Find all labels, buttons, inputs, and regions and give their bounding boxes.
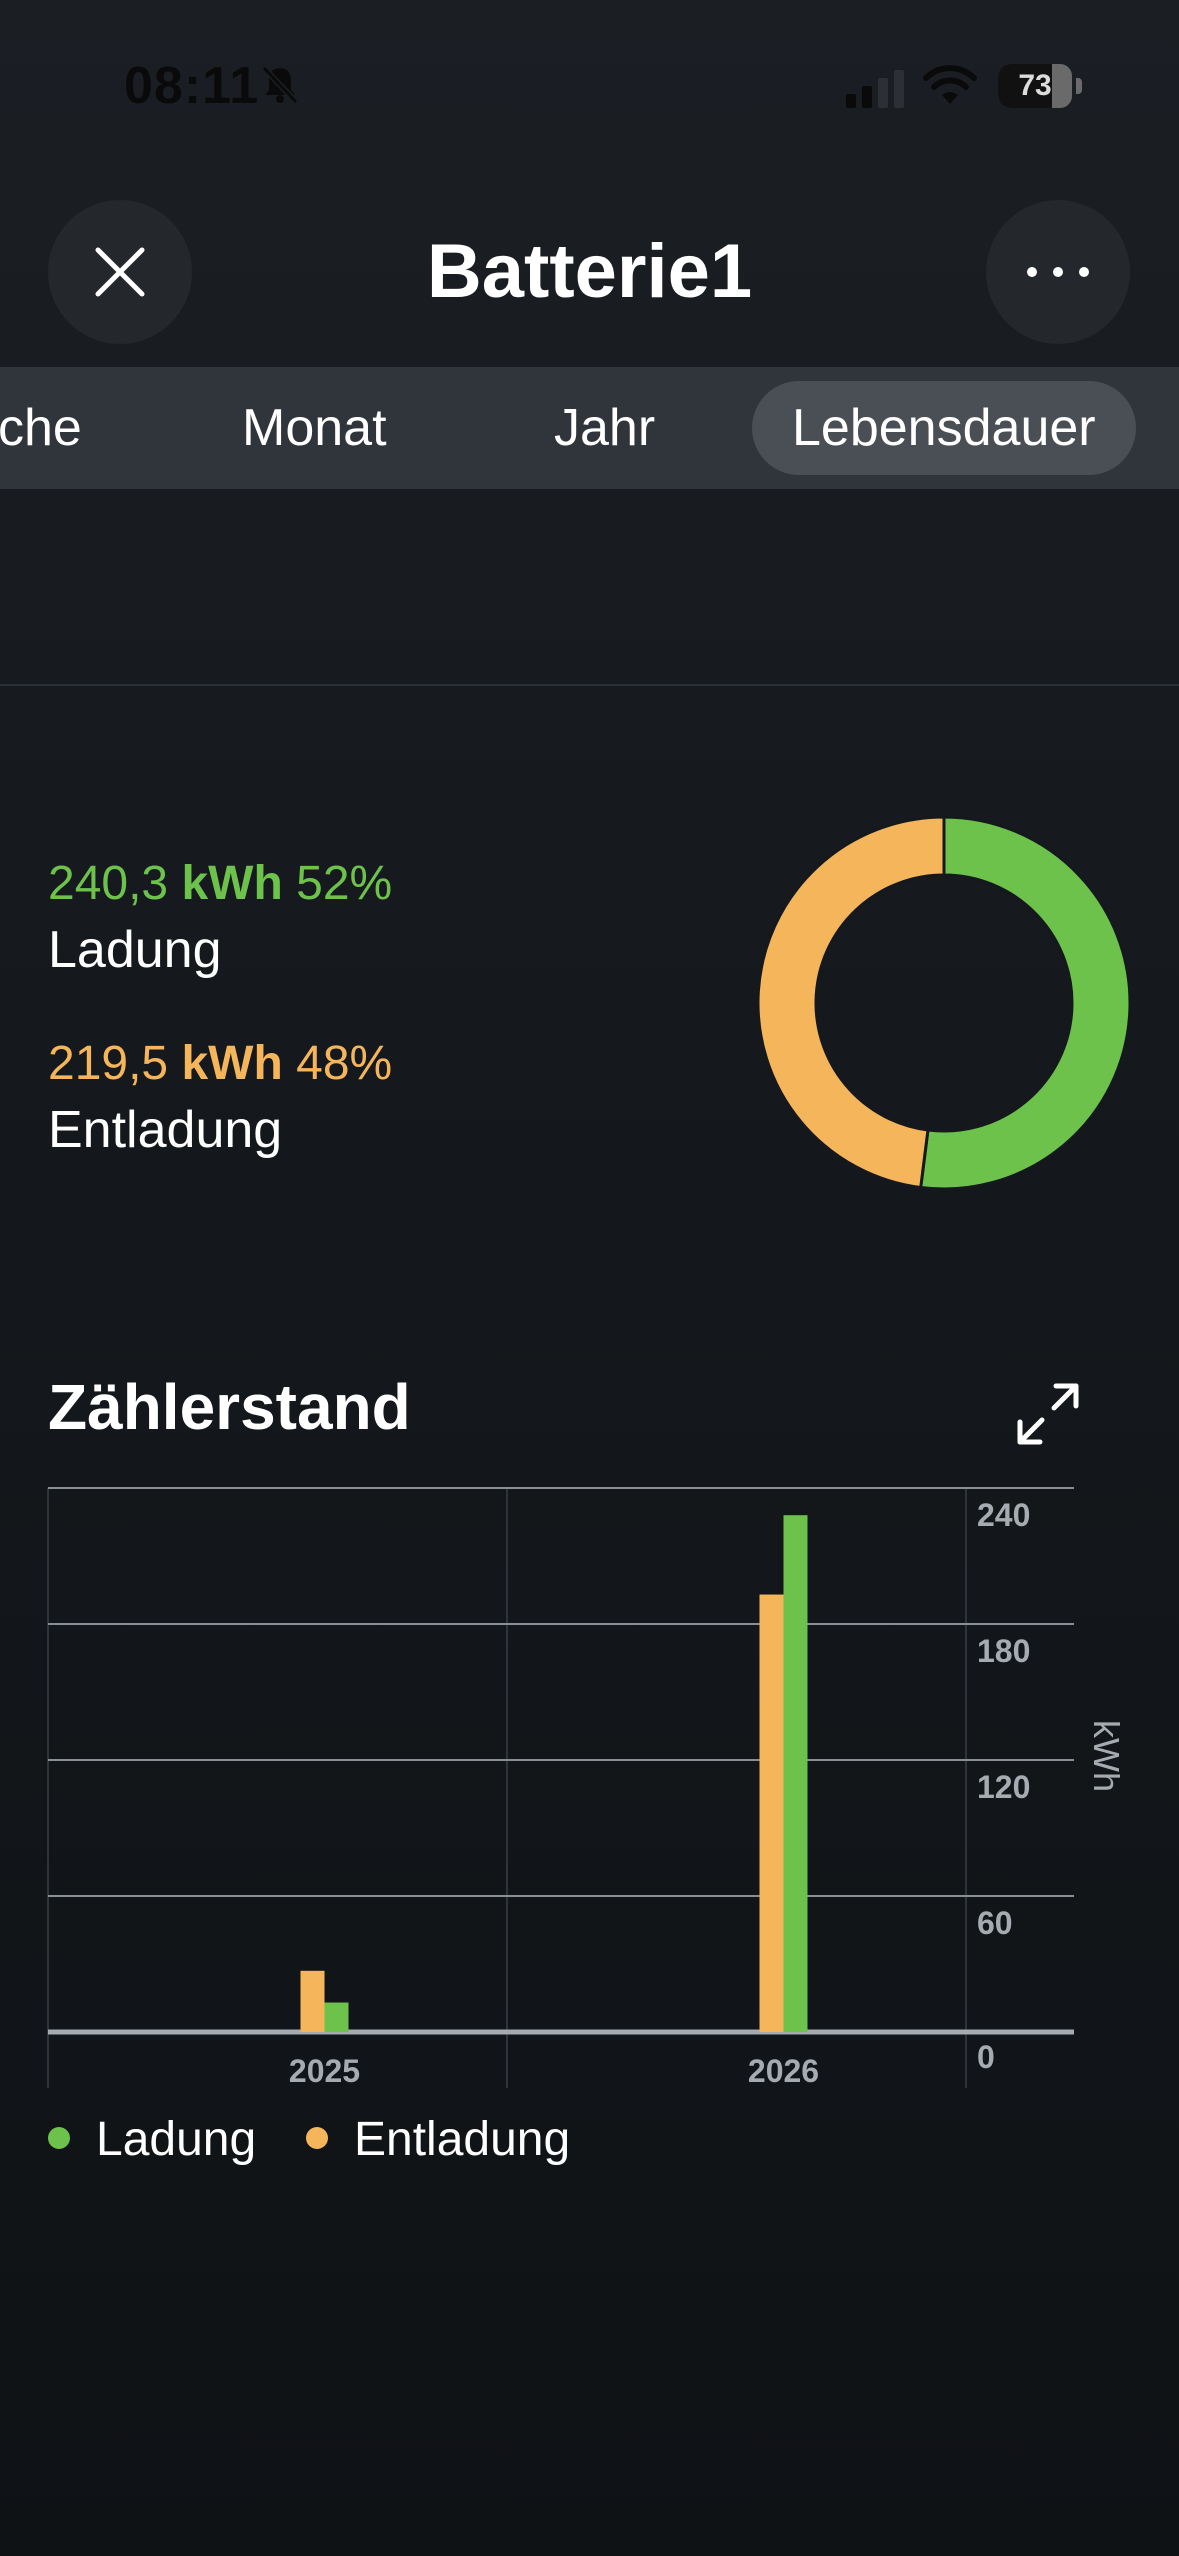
legend-dot-ladung [48, 2127, 70, 2150]
discharge-label: Entladung [48, 1101, 283, 1159]
legend-dot-entladung [306, 2127, 328, 2150]
charge-discharge-donut [756, 815, 1132, 1191]
battery-icon: 73 [998, 64, 1082, 108]
section-divider [0, 684, 1179, 686]
wifi-icon [923, 65, 977, 104]
chart-title: Zählerstand [48, 1371, 411, 1443]
y-tick-label: 0 [977, 2039, 995, 2075]
y-tick-label: 120 [977, 1769, 1030, 1805]
y-tick-label: 240 [977, 1497, 1030, 1533]
period-tabs: che Monat Jahr Lebensdauer [0, 367, 1179, 489]
muted-bell-icon [261, 65, 299, 105]
legend-item-entladung: Entladung [306, 2108, 570, 2172]
donut-slice-entladung [756, 815, 946, 1190]
y-tick-label: 60 [977, 1905, 1013, 1941]
bar-entladung-2025 [300, 1970, 325, 2032]
meter-bar-chart: 240 180 120 60 0 2025 2026 kWh [47, 1487, 1127, 2089]
more-options-button[interactable] [986, 200, 1130, 344]
discharge-value: 219,5 kWh 48% [48, 1037, 393, 1090]
status-time: 08:11 [124, 57, 260, 115]
tab-jahr[interactable]: Jahr [554, 399, 656, 457]
expand-icon[interactable] [1012, 1378, 1084, 1450]
bar-ladung-2025 [324, 2002, 349, 2032]
page-title: Batterie1 [426, 229, 753, 314]
bar-entladung-2026 [759, 1594, 784, 2032]
more-dots-icon [1027, 267, 1089, 277]
x-tick-label: 2026 [748, 2053, 819, 2089]
y-tick-label: 180 [977, 1633, 1030, 1669]
close-icon [95, 247, 145, 297]
tab-lebensdauer[interactable]: Lebensdauer [752, 381, 1136, 475]
cellular-signal-icon [846, 70, 904, 108]
legend-item-ladung: Ladung [48, 2108, 256, 2172]
bar-ladung-2026 [783, 1515, 808, 2032]
y-axis-unit-label: kWh [1086, 1720, 1127, 1792]
battery-percent: 73 [1018, 69, 1052, 102]
charge-label: Ladung [48, 921, 222, 979]
close-button[interactable] [48, 200, 192, 344]
x-tick-label: 2025 [289, 2053, 360, 2089]
tab-woche[interactable]: che [0, 399, 82, 457]
status-bar: 08:11 73 [0, 0, 1179, 170]
charge-value: 240,3 kWh 52% [48, 857, 393, 910]
tab-monat[interactable]: Monat [242, 399, 387, 457]
donut-slice-ladung [919, 815, 1132, 1191]
